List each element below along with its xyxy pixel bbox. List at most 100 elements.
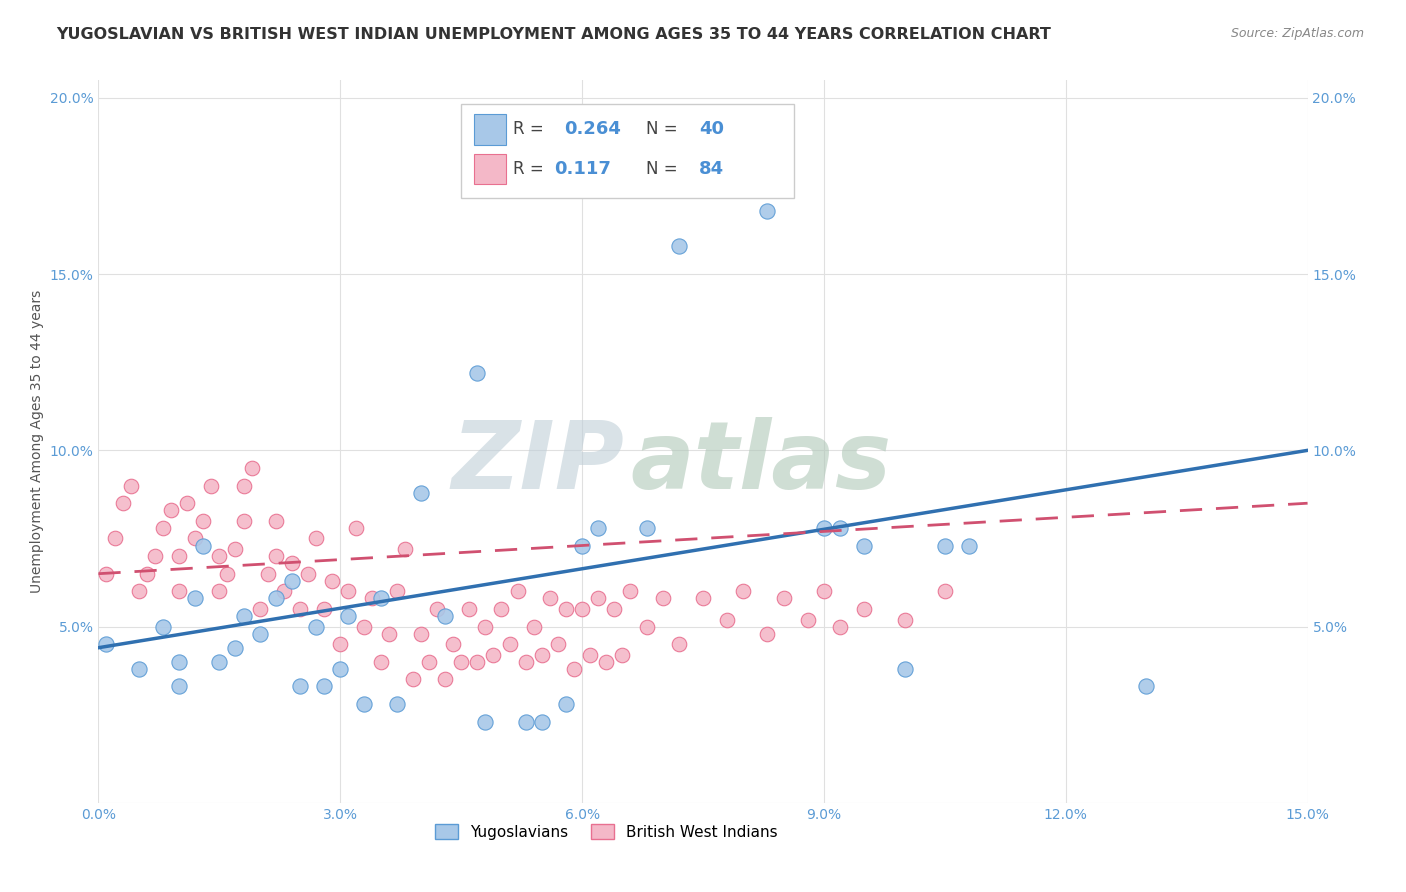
Point <box>586 591 609 606</box>
Point <box>377 626 399 640</box>
Point <box>337 584 360 599</box>
Point <box>579 648 602 662</box>
Point <box>571 539 593 553</box>
Point <box>530 714 553 729</box>
Point <box>813 521 835 535</box>
Point <box>409 626 432 640</box>
Point <box>595 655 617 669</box>
Point <box>555 697 578 711</box>
Point <box>506 584 529 599</box>
Text: 40: 40 <box>699 120 724 138</box>
Point <box>385 584 408 599</box>
FancyBboxPatch shape <box>461 104 793 198</box>
Point <box>450 655 472 669</box>
Point <box>264 549 287 563</box>
Point <box>813 584 835 599</box>
Point <box>434 609 457 624</box>
Point <box>571 602 593 616</box>
Point <box>224 542 246 557</box>
FancyBboxPatch shape <box>474 114 506 145</box>
Point <box>402 673 425 687</box>
Point <box>217 566 239 581</box>
Point <box>200 478 222 492</box>
Point <box>636 521 658 535</box>
Point <box>515 655 537 669</box>
Point <box>491 602 513 616</box>
Point <box>208 584 231 599</box>
Point <box>692 591 714 606</box>
Point <box>249 626 271 640</box>
Point <box>232 514 254 528</box>
Point <box>103 532 125 546</box>
Point <box>957 539 980 553</box>
Point <box>264 514 287 528</box>
Point <box>409 485 432 500</box>
Text: ZIP: ZIP <box>451 417 624 509</box>
Point <box>208 655 231 669</box>
Point <box>853 539 876 553</box>
Point <box>167 680 190 694</box>
Point <box>547 637 569 651</box>
Point <box>240 461 263 475</box>
Point <box>184 532 207 546</box>
Legend: Yugoslavians, British West Indians: Yugoslavians, British West Indians <box>429 818 785 846</box>
Point <box>934 539 956 553</box>
Point <box>167 584 190 599</box>
Point <box>797 613 820 627</box>
Point <box>934 584 956 599</box>
Point <box>361 591 384 606</box>
Point <box>612 648 634 662</box>
Point <box>305 619 328 633</box>
Point <box>143 549 166 563</box>
Point <box>853 602 876 616</box>
Point <box>756 203 779 218</box>
Point <box>498 637 520 651</box>
Text: 0.117: 0.117 <box>554 161 612 178</box>
Y-axis label: Unemployment Among Ages 35 to 44 years: Unemployment Among Ages 35 to 44 years <box>30 290 44 593</box>
Point <box>167 655 190 669</box>
Point <box>176 496 198 510</box>
Point <box>418 655 440 669</box>
Point <box>716 613 738 627</box>
Point <box>474 619 496 633</box>
Point <box>96 637 118 651</box>
Point <box>515 714 537 729</box>
Text: N =: N = <box>647 120 683 138</box>
Point <box>288 680 311 694</box>
Point <box>128 662 150 676</box>
Text: 84: 84 <box>699 161 724 178</box>
Point <box>184 591 207 606</box>
Point <box>120 478 142 492</box>
Point <box>314 602 336 616</box>
Point <box>370 655 392 669</box>
Point <box>426 602 449 616</box>
Point <box>337 609 360 624</box>
Point <box>329 662 352 676</box>
Point <box>370 591 392 606</box>
Point <box>636 619 658 633</box>
Point <box>111 496 134 510</box>
Point <box>619 584 641 599</box>
Point <box>314 680 336 694</box>
Point <box>305 532 328 546</box>
Point <box>167 549 190 563</box>
Text: 0.264: 0.264 <box>564 120 621 138</box>
Point <box>297 566 319 581</box>
Point <box>152 619 174 633</box>
Text: R =: R = <box>513 161 550 178</box>
Text: Source: ZipAtlas.com: Source: ZipAtlas.com <box>1230 27 1364 40</box>
Point <box>329 637 352 651</box>
Point <box>530 648 553 662</box>
Point <box>281 574 304 588</box>
Point <box>256 566 278 581</box>
Point <box>441 637 464 651</box>
Point <box>193 514 215 528</box>
Point <box>160 503 183 517</box>
Point <box>772 591 794 606</box>
Point <box>603 602 626 616</box>
Point <box>353 697 375 711</box>
Point <box>321 574 343 588</box>
Point <box>288 602 311 616</box>
Point <box>828 619 851 633</box>
Point <box>668 239 690 253</box>
